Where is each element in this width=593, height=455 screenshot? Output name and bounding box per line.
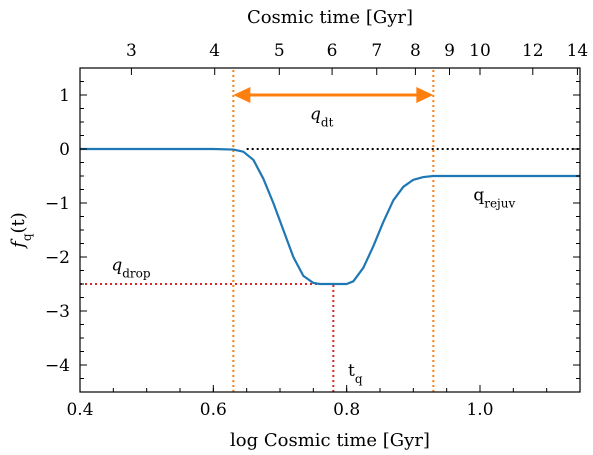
arrow-layer xyxy=(233,87,434,103)
x-tick-label: 0.6 xyxy=(200,400,227,420)
top-tick-label: 12 xyxy=(522,41,544,61)
y-axis-label: fq(t) xyxy=(8,212,34,250)
y-tick-label: −1 xyxy=(45,194,70,214)
top-tick-label: 7 xyxy=(371,41,382,61)
arrow-head-right xyxy=(416,87,434,103)
top-tick-label: 3 xyxy=(126,41,137,61)
series-line-0 xyxy=(80,147,580,286)
y-tick-label: 0 xyxy=(59,140,70,160)
annotation-t-q: tq xyxy=(348,361,363,386)
ticks-layer: 0.4 0.6 0.8 1.010−1−2−3−43 4 5 6 7 8 9 10 12 14 xyxy=(45,41,588,420)
x-axis-label: log Cosmic time [Gyr] xyxy=(230,430,430,451)
y-axis-label-sub: q xyxy=(20,233,34,241)
top-tick-label: 9 xyxy=(444,41,455,61)
annotations-layer: qdt qdrop qrejuv tq xyxy=(111,104,515,386)
annotation-q-dt: qdt xyxy=(310,104,334,129)
x-tick-label: 0.8 xyxy=(333,400,360,420)
y-tick-label: −4 xyxy=(45,356,70,376)
top-tick-label: 4 xyxy=(209,41,220,61)
y-tick-label: 1 xyxy=(59,86,70,106)
y-tick-label: −2 xyxy=(45,248,70,268)
y-tick-label: −3 xyxy=(45,302,70,322)
top-tick-label: 10 xyxy=(469,41,491,61)
x-tick-label: 1.0 xyxy=(466,400,493,420)
y-axis-label-arg: (t) xyxy=(8,212,29,233)
top-tick-label: 6 xyxy=(327,41,338,61)
arrow-head-left xyxy=(233,87,251,103)
series-layer xyxy=(80,147,580,286)
top-tick-label: 8 xyxy=(410,41,421,61)
x-tick-label: 0.4 xyxy=(66,400,93,420)
annotation-q-drop: qdrop xyxy=(111,256,151,281)
top-tick-label: 14 xyxy=(567,41,589,61)
reference-lines xyxy=(80,68,580,392)
top-tick-label: 5 xyxy=(274,41,285,61)
top-x-axis-label: Cosmic time [Gyr] xyxy=(247,7,413,28)
annotation-q-rejuv: qrejuv xyxy=(473,185,515,210)
